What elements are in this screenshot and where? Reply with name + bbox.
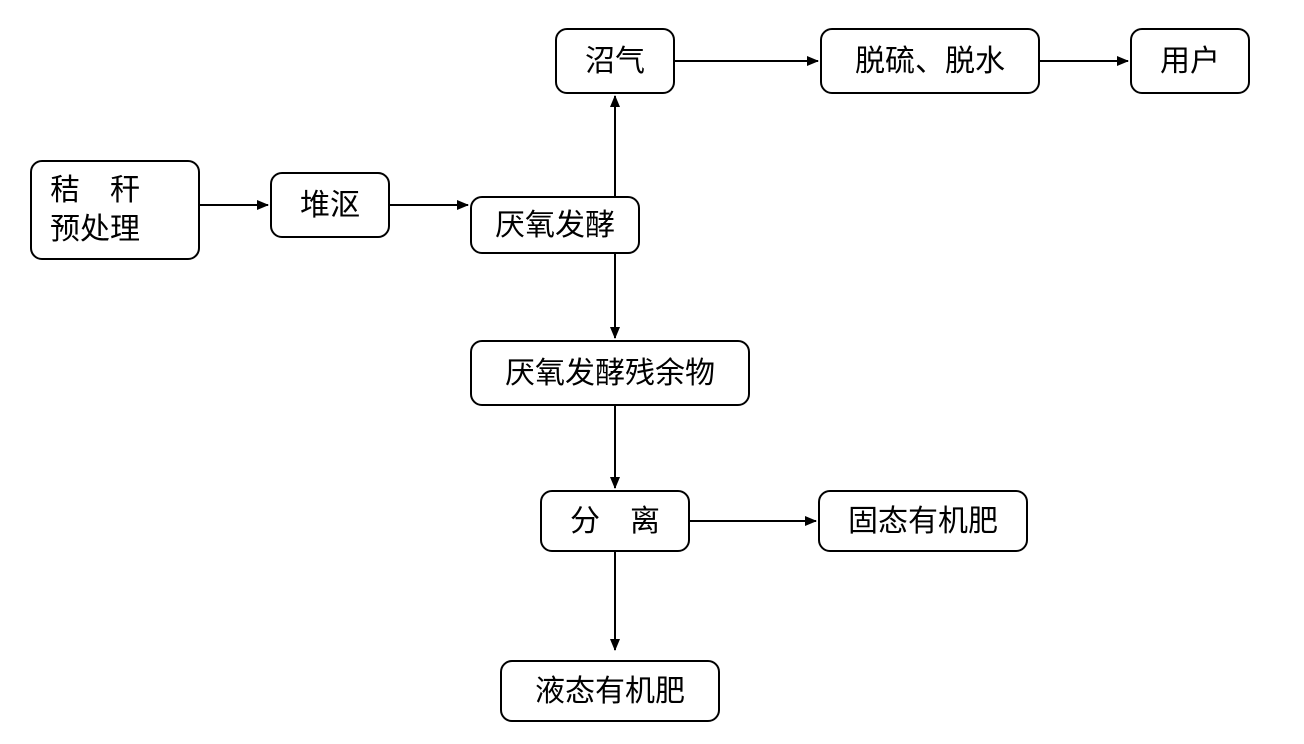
node-compost: 堆沤 [270,172,390,238]
node-label: 液态有机肥 [535,672,685,711]
node-label: 厌氧发酵 [495,206,615,245]
node-label: 固态有机肥 [848,502,998,541]
node-residue: 厌氧发酵残余物 [470,340,750,406]
node-liquid: 液态有机肥 [500,660,720,722]
node-label: 秸 秆 预处理 [50,171,140,249]
node-anaerobic: 厌氧发酵 [470,196,640,254]
node-biogas: 沼气 [555,28,675,94]
node-label: 分 离 [570,502,660,541]
node-label: 堆沤 [300,186,360,225]
node-label: 沼气 [585,42,645,81]
node-user: 用户 [1130,28,1250,94]
node-straw: 秸 秆 预处理 [30,160,200,260]
node-label: 用户 [1160,42,1220,81]
node-separate: 分 离 [540,490,690,552]
node-desulfur: 脱硫、脱水 [820,28,1040,94]
node-label: 脱硫、脱水 [855,42,1005,81]
node-solid: 固态有机肥 [818,490,1028,552]
node-label: 厌氧发酵残余物 [505,354,715,393]
